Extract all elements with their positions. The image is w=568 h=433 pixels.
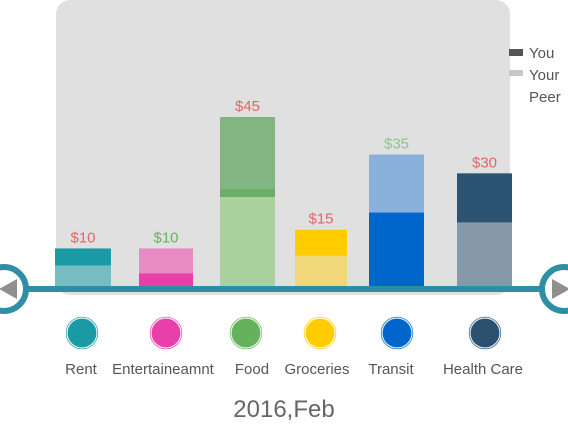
bars: $10 $10 $45 $15 $35 $30 [55, 98, 512, 286]
category-label-1: Entertaineamnt [112, 361, 215, 378]
category-icon-ring-5 [469, 317, 501, 349]
category-icon-0[interactable] [64, 315, 100, 351]
legend-label-you: You [529, 45, 554, 62]
category-icon-2[interactable] [228, 315, 264, 351]
bar-peer-2[interactable] [220, 197, 275, 286]
bar-peer-5[interactable] [457, 222, 512, 286]
bar-peer-1[interactable] [139, 273, 193, 286]
category-icon-4[interactable] [379, 315, 415, 351]
bar-peer-3[interactable] [295, 255, 347, 286]
category-icon-ring-4 [381, 317, 413, 349]
bar-value-label-3: $15 [308, 211, 333, 228]
category-label-3: Groceries [284, 361, 349, 378]
category-icon-ring-3 [304, 317, 336, 349]
arrow-right-icon [552, 279, 568, 299]
category-icon-3[interactable] [302, 315, 338, 351]
bar-divider-2 [220, 189, 275, 197]
category-label-0: Rent [65, 361, 98, 378]
bar-value-label-5: $30 [472, 154, 497, 171]
legend-swatch-you [509, 49, 523, 56]
bar-value-label-0: $10 [70, 229, 95, 246]
legend-label-peer: Peer [529, 89, 561, 106]
category-icon-ring-1 [150, 317, 182, 349]
bar-peer-0[interactable] [55, 265, 111, 286]
category-icon-ring-2 [230, 317, 262, 349]
prev-period-button[interactable] [0, 264, 29, 314]
bar-peer-4[interactable] [369, 212, 424, 286]
bar-value-label-4: $35 [384, 136, 409, 153]
category-label-5: Health Care [443, 361, 523, 378]
category-legend: Rent Entertaineamnt Food Groceries Transit He… [64, 315, 523, 378]
legend: You Your Peer [509, 45, 561, 106]
period-label: 2016,Feb [233, 396, 334, 423]
category-icon-5[interactable] [467, 315, 503, 351]
category-label-2: Food [235, 361, 269, 378]
plot-panel [56, 0, 510, 295]
bar-value-label-1: $10 [153, 229, 178, 246]
bar-value-label-2: $45 [235, 98, 260, 115]
arrow-left-icon [0, 279, 17, 299]
category-icon-ring-0 [66, 317, 98, 349]
category-icon-1[interactable] [148, 315, 184, 351]
next-period-button[interactable] [539, 264, 568, 314]
legend-swatch-peer [509, 70, 523, 76]
category-label-4: Transit [368, 361, 414, 378]
legend-label-your: Your [529, 67, 559, 84]
